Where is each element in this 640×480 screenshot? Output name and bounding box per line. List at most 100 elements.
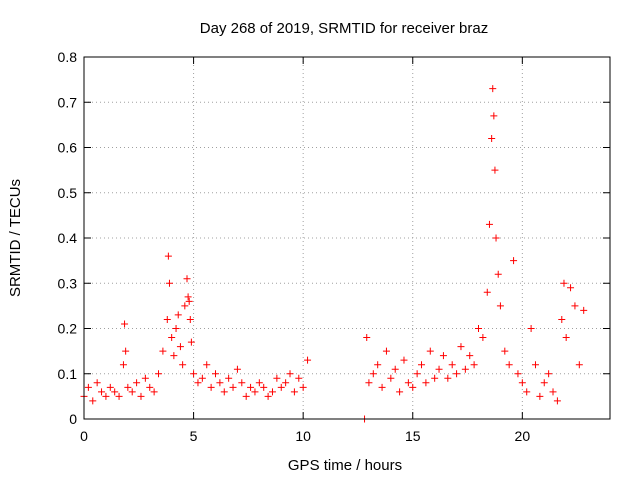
data-point (448, 361, 456, 369)
data-point (540, 379, 548, 387)
y-tick-label: 0.7 (58, 94, 78, 110)
data-point (93, 379, 101, 387)
data-point (141, 374, 149, 382)
data-point (163, 315, 171, 323)
data-point (89, 397, 97, 405)
data-point (203, 361, 211, 369)
data-point (238, 379, 246, 387)
data-point (549, 388, 557, 396)
data-point (418, 361, 426, 369)
data-point (268, 388, 276, 396)
data-point (492, 234, 500, 242)
data-point (382, 347, 390, 355)
axis-ticks: 0 0.1 0.2 0.3 0.4 0.5 0.6 0.7 0.8 0 5 10 15 20 (58, 49, 610, 444)
x-tick-label: 0 (80, 428, 88, 444)
data-point (435, 365, 443, 373)
data-point (523, 388, 531, 396)
y-tick-label: 0.5 (58, 185, 78, 201)
data-point (488, 134, 496, 142)
data-point (510, 257, 518, 265)
data-point (431, 374, 439, 382)
data-point (119, 361, 127, 369)
x-tick-label: 10 (295, 428, 311, 444)
data-point (483, 288, 491, 296)
data-point (304, 356, 312, 364)
data-point (212, 370, 219, 378)
data-point (181, 302, 189, 310)
data-points (80, 85, 588, 423)
data-point (187, 338, 195, 346)
data-point (124, 383, 132, 391)
data-point (299, 383, 307, 391)
data-point (518, 379, 526, 387)
data-point (571, 302, 579, 310)
data-point (295, 374, 303, 382)
data-point (413, 370, 421, 378)
data-point (106, 383, 114, 391)
y-tick-label: 0.8 (58, 49, 78, 65)
data-point (98, 388, 106, 396)
data-point (457, 343, 465, 351)
data-point (128, 388, 136, 396)
y-tick-label: 0.1 (58, 366, 78, 382)
data-point (422, 379, 430, 387)
data-point (363, 334, 371, 342)
data-point (251, 388, 259, 396)
chart-title: Day 268 of 2019, SRMTID for receiver bra… (200, 20, 488, 37)
data-point (562, 334, 570, 342)
data-point (505, 361, 513, 369)
data-point (485, 220, 493, 228)
data-point (176, 343, 184, 351)
data-point (179, 361, 187, 369)
data-point (84, 383, 92, 391)
data-point (489, 85, 497, 93)
data-point (567, 284, 575, 292)
data-point (170, 352, 178, 360)
data-point (453, 370, 461, 378)
data-point (165, 279, 173, 287)
plot-frame (83, 56, 611, 420)
data-point (260, 383, 268, 391)
data-point (536, 392, 544, 400)
data-point (496, 302, 504, 310)
data-point (183, 275, 191, 283)
data-point (479, 334, 487, 342)
data-point (172, 325, 180, 332)
data-point (137, 392, 145, 400)
data-point (233, 365, 241, 373)
data-point (470, 361, 478, 369)
data-point (466, 352, 474, 360)
y-tick-label: 0 (69, 411, 77, 427)
data-point (164, 252, 172, 260)
data-point (273, 374, 281, 382)
data-point (553, 397, 561, 405)
data-point (501, 347, 509, 355)
data-point (494, 270, 502, 278)
data-point (242, 392, 250, 400)
data-point (255, 379, 263, 387)
x-tick-label: 15 (405, 428, 421, 444)
data-point (150, 388, 158, 396)
x-axis-label: GPS time / hours (288, 457, 402, 474)
data-point (277, 383, 285, 391)
data-point (198, 374, 206, 382)
data-point (121, 320, 129, 328)
data-point (247, 383, 255, 391)
data-point (475, 325, 482, 332)
data-point (168, 334, 176, 342)
data-point (409, 383, 417, 391)
data-point (122, 347, 130, 355)
data-point (184, 293, 192, 301)
grid (84, 57, 610, 419)
data-point (426, 347, 434, 355)
data-point (490, 112, 498, 120)
data-point (115, 392, 123, 400)
data-point (111, 388, 119, 396)
data-point (439, 352, 447, 360)
data-point (225, 374, 233, 382)
data-point (491, 166, 499, 174)
data-point (575, 361, 583, 369)
y-tick-label: 0.2 (58, 321, 78, 337)
y-axis-label: SRMTID / TECUs (7, 179, 24, 297)
